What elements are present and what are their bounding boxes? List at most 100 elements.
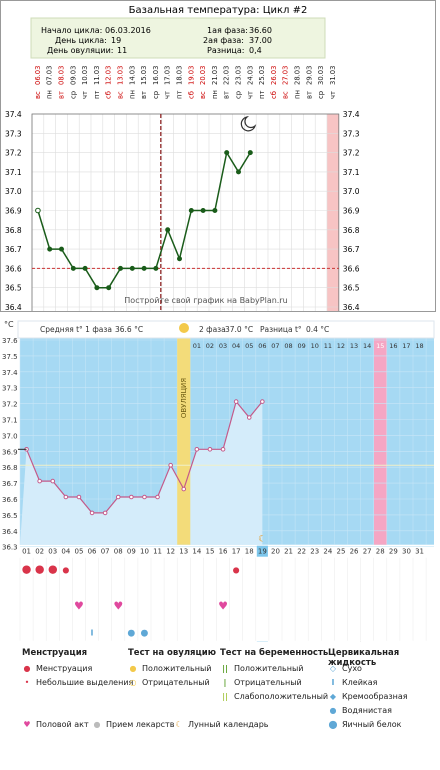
weekday-label: вс bbox=[117, 91, 125, 99]
temperature-point bbox=[76, 494, 82, 500]
legend-spotting-item: • Небольшие выделения bbox=[22, 678, 134, 687]
date-label: 08.03 bbox=[58, 66, 66, 85]
day-number: 03 bbox=[48, 548, 57, 556]
temperature-point bbox=[247, 150, 253, 156]
post-ovulation-day: 01 bbox=[193, 342, 201, 350]
date-label: 06.03 bbox=[34, 66, 42, 85]
date-label: 17.03 bbox=[164, 66, 172, 85]
legend: Менструация ● Менструация • Небольшие выде… bbox=[0, 642, 440, 770]
date-label: 14.03 bbox=[128, 66, 136, 85]
small-drop-icon: ● bbox=[62, 566, 69, 575]
temperature-point bbox=[70, 265, 76, 271]
date-label: 31.03 bbox=[329, 66, 337, 85]
phase1-label: 1ая фаза: bbox=[207, 26, 248, 35]
y-tick: 36.6 bbox=[2, 496, 18, 504]
diff-avg-label: Разница t° bbox=[260, 325, 302, 334]
shaded-day-column bbox=[327, 114, 339, 327]
y-tick-left: 37.3 bbox=[5, 129, 22, 138]
temperature-point bbox=[224, 150, 230, 156]
egg-white-icon: ● bbox=[141, 629, 149, 639]
temperature-point bbox=[200, 208, 206, 213]
temperature-point bbox=[181, 486, 187, 492]
date-label: 23.03 bbox=[235, 66, 243, 85]
drop-icon: ● bbox=[22, 563, 32, 576]
day-number: 18 bbox=[245, 548, 254, 556]
sticky-icon: I bbox=[331, 678, 335, 687]
weekday-label: пт bbox=[176, 91, 184, 99]
date-label: 24.03 bbox=[246, 66, 254, 85]
weekday-label: вт bbox=[58, 91, 66, 99]
legend-cj-sticky-item: I Клейкая bbox=[328, 678, 378, 687]
cycle-day-label: День цикла: bbox=[55, 36, 107, 45]
ovulation-sun-icon bbox=[179, 323, 189, 333]
post-ovulation-day: 07 bbox=[271, 342, 279, 350]
small-drop-icon: ● bbox=[233, 566, 240, 575]
date-label: 15.03 bbox=[140, 66, 148, 85]
temperature-point bbox=[153, 265, 159, 271]
day-number: 09 bbox=[127, 548, 136, 556]
y-tick: 36.4 bbox=[2, 528, 18, 536]
small-drop-icon: • bbox=[24, 678, 30, 687]
y-tick-right: 36.8 bbox=[343, 226, 360, 235]
y-tick: 36.9 bbox=[2, 448, 18, 456]
egg-white-icon: ● bbox=[127, 629, 135, 639]
day-number: 22 bbox=[297, 548, 306, 556]
bbt-chart-card: Базальная температура: Цикл #2 Начало ци… bbox=[0, 0, 436, 367]
legend-menstruation-title: Менструация bbox=[22, 648, 88, 658]
y-tick: 37.5 bbox=[2, 353, 18, 361]
post-ovulation-day: 18 bbox=[415, 342, 423, 350]
legend-moon-item: ☾ Лунный календарь bbox=[175, 720, 269, 729]
day-number: 12 bbox=[166, 548, 175, 556]
post-ovulation-day: 05 bbox=[245, 342, 253, 350]
footer-link[interactable]: Постройте свой график на BabyPlan.ru bbox=[124, 296, 287, 305]
y-tick-left: 37.2 bbox=[5, 149, 22, 158]
temperature-point bbox=[118, 265, 123, 271]
day-number: 17 bbox=[232, 548, 241, 556]
legend-cj-creamy-item: ◆ Кремообразная bbox=[329, 692, 408, 701]
phase2-avg-value: 37.0 °C bbox=[225, 325, 253, 334]
y-tick-left: 36.9 bbox=[5, 207, 22, 216]
day-number: 04 bbox=[61, 548, 70, 556]
legend-menstruation-item: ● Менструация bbox=[23, 664, 93, 673]
drop-icon: ● bbox=[23, 664, 31, 673]
date-label: 21.03 bbox=[211, 66, 219, 85]
svg-text:Начало цикла: 06.03.2016: Начало цикла: 06.03.2016 День цикла: 19 … bbox=[41, 26, 274, 55]
y-tick: 36.7 bbox=[2, 480, 18, 488]
legend-preg-neg-item: | Отрицательный bbox=[220, 678, 302, 687]
temperature-point bbox=[142, 494, 147, 500]
y-tick-right: 36.5 bbox=[343, 284, 360, 293]
phase2-avg-label: 2 фаза bbox=[199, 325, 226, 334]
post-ovulation-day: 10 bbox=[311, 342, 319, 350]
ovulation-day-value: 11 bbox=[117, 46, 127, 55]
creamy-icon: ◆ bbox=[329, 692, 337, 701]
temperature-point bbox=[220, 447, 226, 452]
legend-cj-eggwhite-item: ⬤ Яичный белок bbox=[328, 720, 402, 729]
temperature-point bbox=[188, 208, 194, 213]
post-ovulation-day: 02 bbox=[206, 342, 214, 350]
date-label: 28.03 bbox=[294, 66, 302, 85]
temperature-point bbox=[177, 256, 182, 262]
day-number: 14 bbox=[192, 548, 201, 556]
legend-cj-watery-item: ● Водянистая bbox=[329, 706, 392, 715]
y-tick-left: 36.8 bbox=[5, 226, 22, 235]
phase1-value: 36.60 bbox=[249, 26, 272, 35]
chart-title: Базальная температура: Цикл #2 bbox=[129, 5, 308, 16]
y-tick: 36.8 bbox=[2, 464, 18, 472]
day-number: 13 bbox=[179, 548, 188, 556]
weekday-label: вс bbox=[34, 91, 42, 99]
date-label: 19.03 bbox=[187, 66, 195, 85]
legend-ovul-neg-item: ○ Отрицательный bbox=[129, 678, 210, 687]
temperature-point bbox=[236, 169, 241, 175]
date-label: 27.03 bbox=[282, 66, 290, 85]
legend-medicine-item: ● Прием лекарств bbox=[93, 720, 175, 729]
temperature-area bbox=[20, 401, 263, 545]
cycle-start-value: 06.03.2016 bbox=[105, 26, 151, 35]
temperature-point bbox=[106, 285, 112, 291]
day-number: 02 bbox=[35, 548, 44, 556]
y-tick-left: 37.0 bbox=[5, 187, 22, 196]
day-number: 20 bbox=[271, 548, 280, 556]
post-ovulation-day: 09 bbox=[298, 342, 306, 350]
temperature-point bbox=[129, 494, 134, 500]
y-tick-left: 36.4 bbox=[5, 303, 22, 311]
temperature-point bbox=[165, 227, 171, 233]
